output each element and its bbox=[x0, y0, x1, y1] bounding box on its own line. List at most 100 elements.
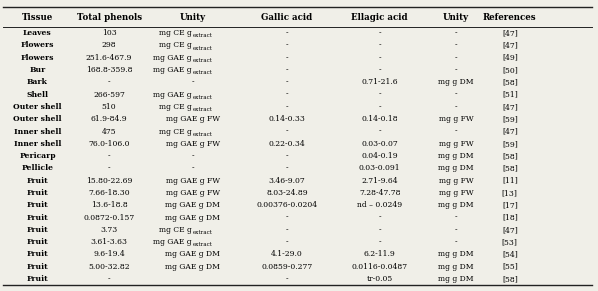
Text: 6.2-11.9: 6.2-11.9 bbox=[364, 251, 396, 258]
Text: [59]: [59] bbox=[502, 140, 518, 148]
Text: mg GAE g FW: mg GAE g FW bbox=[166, 177, 220, 185]
Text: -: - bbox=[379, 238, 381, 246]
Text: Tissue: Tissue bbox=[22, 13, 53, 22]
Text: 7.28-47.78: 7.28-47.78 bbox=[359, 189, 401, 197]
Text: 251.6-467.9: 251.6-467.9 bbox=[86, 54, 132, 62]
Text: mg GAE g: mg GAE g bbox=[153, 91, 191, 99]
Text: 76.0-106.0: 76.0-106.0 bbox=[89, 140, 130, 148]
Text: [59]: [59] bbox=[502, 115, 518, 123]
Text: 510: 510 bbox=[102, 103, 117, 111]
Text: [11]: [11] bbox=[502, 177, 518, 185]
Text: 0.00376-0.0204: 0.00376-0.0204 bbox=[257, 201, 318, 209]
Text: 168.8-359.8: 168.8-359.8 bbox=[86, 66, 132, 74]
Text: 4.1-29.0: 4.1-29.0 bbox=[271, 251, 303, 258]
Text: 298: 298 bbox=[102, 42, 117, 49]
Text: 0.22-0.34: 0.22-0.34 bbox=[269, 140, 306, 148]
Text: extract: extract bbox=[193, 132, 212, 137]
Text: [54]: [54] bbox=[502, 251, 518, 258]
Text: Leaves: Leaves bbox=[23, 29, 52, 37]
Text: Pericarp: Pericarp bbox=[19, 152, 56, 160]
Text: Fruit: Fruit bbox=[26, 214, 48, 221]
Text: -: - bbox=[454, 226, 457, 234]
Text: Inner shell: Inner shell bbox=[14, 140, 61, 148]
Text: -: - bbox=[286, 54, 288, 62]
Text: mg g DM: mg g DM bbox=[438, 263, 474, 271]
Text: Ellagic acid: Ellagic acid bbox=[352, 13, 408, 22]
Text: -: - bbox=[286, 226, 288, 234]
Text: Unity: Unity bbox=[443, 13, 469, 22]
Text: -: - bbox=[191, 164, 194, 172]
Text: [51]: [51] bbox=[502, 91, 518, 99]
Text: [58]: [58] bbox=[502, 152, 518, 160]
Text: -: - bbox=[108, 164, 111, 172]
Text: Fruit: Fruit bbox=[26, 201, 48, 209]
Text: References: References bbox=[483, 13, 536, 22]
Text: Fruit: Fruit bbox=[26, 189, 48, 197]
Text: 475: 475 bbox=[102, 127, 117, 136]
Text: -: - bbox=[286, 275, 288, 283]
Text: Unity: Unity bbox=[180, 13, 206, 22]
Text: [47]: [47] bbox=[502, 29, 518, 37]
Text: Outer shell: Outer shell bbox=[13, 103, 62, 111]
Text: mg GAE g DM: mg GAE g DM bbox=[166, 251, 220, 258]
Text: -: - bbox=[379, 103, 381, 111]
Text: 13.6-18.8: 13.6-18.8 bbox=[91, 201, 127, 209]
Text: [47]: [47] bbox=[502, 127, 518, 136]
Text: 15.80-22.69: 15.80-22.69 bbox=[86, 177, 132, 185]
Text: Fruit: Fruit bbox=[26, 275, 48, 283]
Text: mg g DM: mg g DM bbox=[438, 251, 474, 258]
Text: Total phenols: Total phenols bbox=[77, 13, 142, 22]
Text: 0.04-0.19: 0.04-0.19 bbox=[361, 152, 398, 160]
Text: mg CE g: mg CE g bbox=[159, 226, 191, 234]
Text: mg g DM: mg g DM bbox=[438, 164, 474, 172]
Text: mg GAE g: mg GAE g bbox=[153, 66, 191, 74]
Text: mg CE g: mg CE g bbox=[159, 127, 191, 136]
Text: mg GAE g FW: mg GAE g FW bbox=[166, 115, 220, 123]
Text: mg g FW: mg g FW bbox=[438, 189, 474, 197]
Text: extract: extract bbox=[193, 33, 212, 38]
Text: [58]: [58] bbox=[502, 275, 518, 283]
Text: 0.03-0.091: 0.03-0.091 bbox=[359, 164, 401, 172]
Text: Bark: Bark bbox=[27, 78, 48, 86]
Text: 103: 103 bbox=[102, 29, 117, 37]
Text: 9.6-19.4: 9.6-19.4 bbox=[93, 251, 125, 258]
Text: -: - bbox=[454, 66, 457, 74]
Text: [50]: [50] bbox=[502, 66, 518, 74]
Text: -: - bbox=[286, 29, 288, 37]
Text: -: - bbox=[286, 66, 288, 74]
Text: Outer shell: Outer shell bbox=[13, 115, 62, 123]
Text: -: - bbox=[379, 54, 381, 62]
Text: mg GAE g FW: mg GAE g FW bbox=[166, 189, 220, 197]
Text: mg GAE g DM: mg GAE g DM bbox=[166, 214, 220, 221]
Text: [17]: [17] bbox=[502, 201, 518, 209]
Text: mg g DM: mg g DM bbox=[438, 201, 474, 209]
Text: -: - bbox=[191, 152, 194, 160]
Text: Shell: Shell bbox=[26, 91, 48, 99]
Text: Inner shell: Inner shell bbox=[14, 127, 61, 136]
Text: extract: extract bbox=[193, 46, 212, 51]
Text: [47]: [47] bbox=[502, 103, 518, 111]
Text: Fruit: Fruit bbox=[26, 238, 48, 246]
Text: -: - bbox=[108, 152, 111, 160]
Text: Pellicle: Pellicle bbox=[22, 164, 53, 172]
Text: [47]: [47] bbox=[502, 42, 518, 49]
Text: extract: extract bbox=[193, 230, 212, 235]
Text: Flowers: Flowers bbox=[20, 54, 54, 62]
Text: [49]: [49] bbox=[502, 54, 518, 62]
Text: Fruit: Fruit bbox=[26, 177, 48, 185]
Text: mg g FW: mg g FW bbox=[438, 115, 474, 123]
Text: -: - bbox=[454, 42, 457, 49]
Text: -: - bbox=[286, 152, 288, 160]
Text: -: - bbox=[379, 214, 381, 221]
Text: 7.66-18.30: 7.66-18.30 bbox=[89, 189, 130, 197]
Text: extract: extract bbox=[193, 242, 212, 247]
Text: -: - bbox=[286, 214, 288, 221]
Text: -: - bbox=[454, 238, 457, 246]
Text: -: - bbox=[286, 164, 288, 172]
Text: -: - bbox=[108, 78, 111, 86]
Text: 0.0872-0.157: 0.0872-0.157 bbox=[84, 214, 135, 221]
Text: mg g FW: mg g FW bbox=[438, 177, 474, 185]
Text: Bur: Bur bbox=[29, 66, 45, 74]
Text: [47]: [47] bbox=[502, 226, 518, 234]
Text: -: - bbox=[379, 66, 381, 74]
